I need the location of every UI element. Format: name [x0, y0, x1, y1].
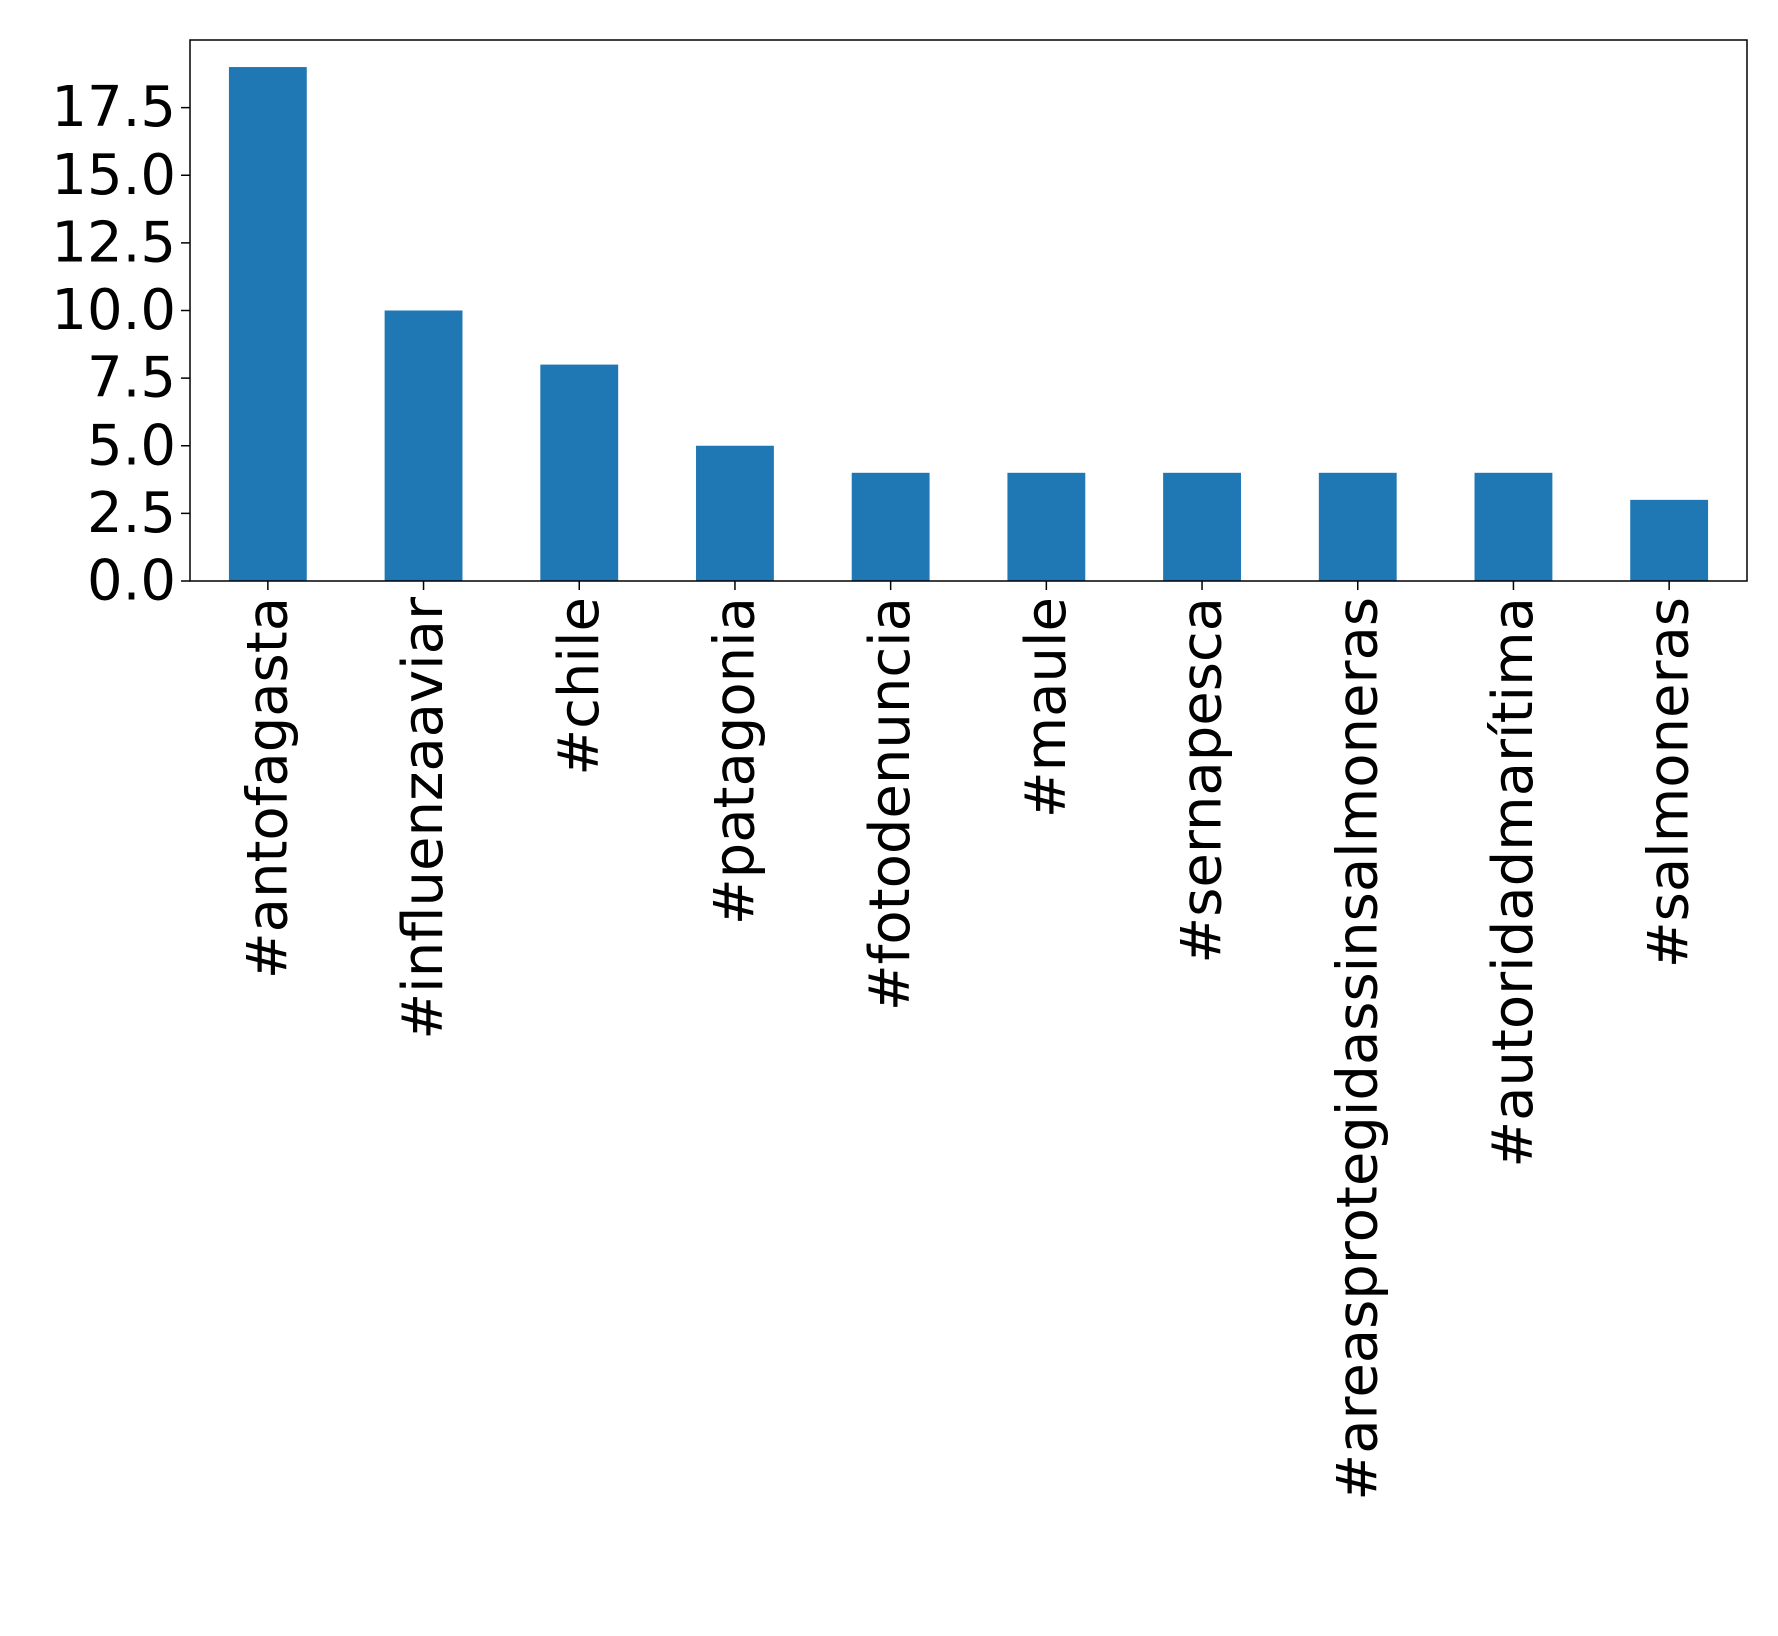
- x-tick-label: #autoridadmarítima: [1481, 597, 1546, 1168]
- x-tick-label: #influenzaaviar: [391, 596, 456, 1040]
- y-tick-label: 15.0: [51, 143, 176, 208]
- bar: [1630, 499, 1709, 581]
- y-tick-label: 10.0: [51, 278, 176, 343]
- bar: [228, 67, 307, 582]
- bar: [540, 364, 619, 581]
- y-tick-label: 2.5: [87, 481, 176, 546]
- x-tick-label: #fotodenuncia: [858, 597, 923, 1011]
- x-tick-label: #chile: [547, 597, 612, 776]
- bar: [1474, 472, 1553, 581]
- y-tick-label: 0.0: [87, 549, 176, 614]
- x-axis: #antofagasta #influenzaaviar #chile #patago…: [235, 581, 1702, 1501]
- y-tick-label: 5.0: [87, 413, 176, 478]
- x-tick-label: #salmoneras: [1637, 597, 1702, 968]
- x-tick-label: #sernapesca: [1170, 597, 1235, 964]
- bar: [1007, 472, 1086, 581]
- bar: [1318, 472, 1397, 581]
- plot-frame: [189, 39, 1748, 582]
- y-tick-label: 12.5: [51, 210, 176, 275]
- x-tick-label: #antofagasta: [235, 597, 300, 979]
- bar: [696, 445, 774, 581]
- y-tick-label: 7.5: [87, 346, 176, 411]
- bar: [384, 310, 463, 581]
- y-tick-label: 17.5: [51, 75, 176, 140]
- bar: [1163, 472, 1241, 581]
- x-tick-label: #areasprotegidassinsalmoneras: [1325, 597, 1390, 1501]
- x-tick-label: #patagonia: [702, 597, 767, 925]
- y-axis: 0.02.55.07.510.012.515.017.5: [51, 75, 190, 614]
- bars-group: [228, 67, 1709, 582]
- x-tick-label: #maule: [1014, 597, 1079, 818]
- bar: [851, 472, 930, 581]
